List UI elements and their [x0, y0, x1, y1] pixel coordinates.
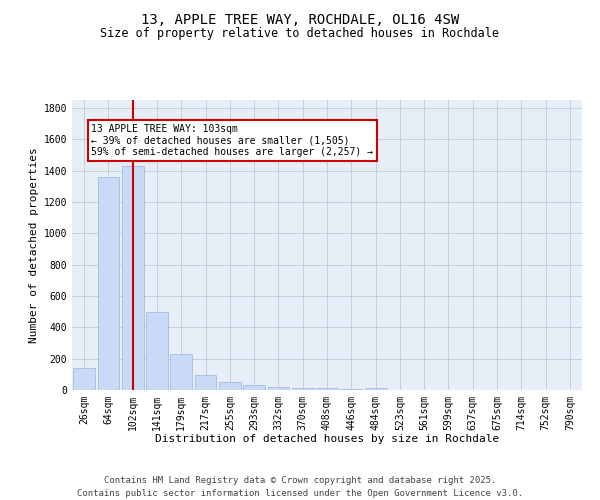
Bar: [268, 387, 289, 390]
Text: Contains HM Land Registry data © Crown copyright and database right 2025.
Contai: Contains HM Land Registry data © Crown c…: [77, 476, 523, 498]
Bar: [219, 382, 241, 390]
Bar: [146, 312, 168, 390]
Bar: [97, 177, 119, 390]
Bar: [243, 386, 265, 390]
Y-axis label: Number of detached properties: Number of detached properties: [29, 147, 40, 343]
Bar: [122, 166, 143, 390]
Text: 13 APPLE TREE WAY: 103sqm
← 39% of detached houses are smaller (1,505)
59% of se: 13 APPLE TREE WAY: 103sqm ← 39% of detac…: [91, 124, 373, 156]
Bar: [365, 388, 386, 390]
Bar: [292, 388, 314, 390]
Text: Size of property relative to detached houses in Rochdale: Size of property relative to detached ho…: [101, 28, 499, 40]
Bar: [316, 388, 338, 390]
Bar: [194, 376, 217, 390]
Bar: [340, 389, 362, 390]
Bar: [170, 354, 192, 390]
X-axis label: Distribution of detached houses by size in Rochdale: Distribution of detached houses by size …: [155, 434, 499, 444]
Text: 13, APPLE TREE WAY, ROCHDALE, OL16 4SW: 13, APPLE TREE WAY, ROCHDALE, OL16 4SW: [141, 12, 459, 26]
Bar: [73, 368, 95, 390]
